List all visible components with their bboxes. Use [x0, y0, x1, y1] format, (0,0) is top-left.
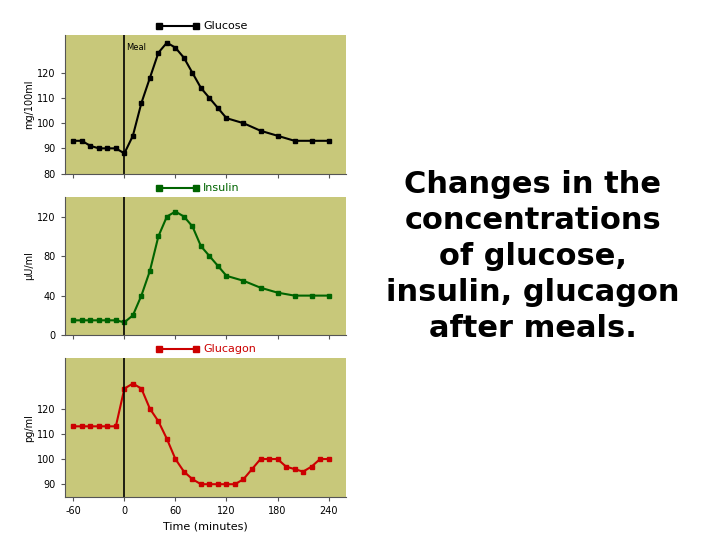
- Y-axis label: mg/100ml: mg/100ml: [24, 79, 35, 129]
- Text: Glucose: Glucose: [203, 21, 247, 31]
- X-axis label: Time (minutes): Time (minutes): [163, 522, 248, 531]
- Y-axis label: pg/ml: pg/ml: [24, 414, 35, 442]
- Y-axis label: μU/ml: μU/ml: [24, 252, 35, 280]
- Text: Meal: Meal: [126, 43, 146, 52]
- Text: Glucagon: Glucagon: [203, 344, 256, 354]
- Text: Changes in the
concentrations
of glucose,
insulin, glucagon
after meals.: Changes in the concentrations of glucose…: [386, 170, 680, 343]
- Text: Insulin: Insulin: [203, 183, 240, 193]
